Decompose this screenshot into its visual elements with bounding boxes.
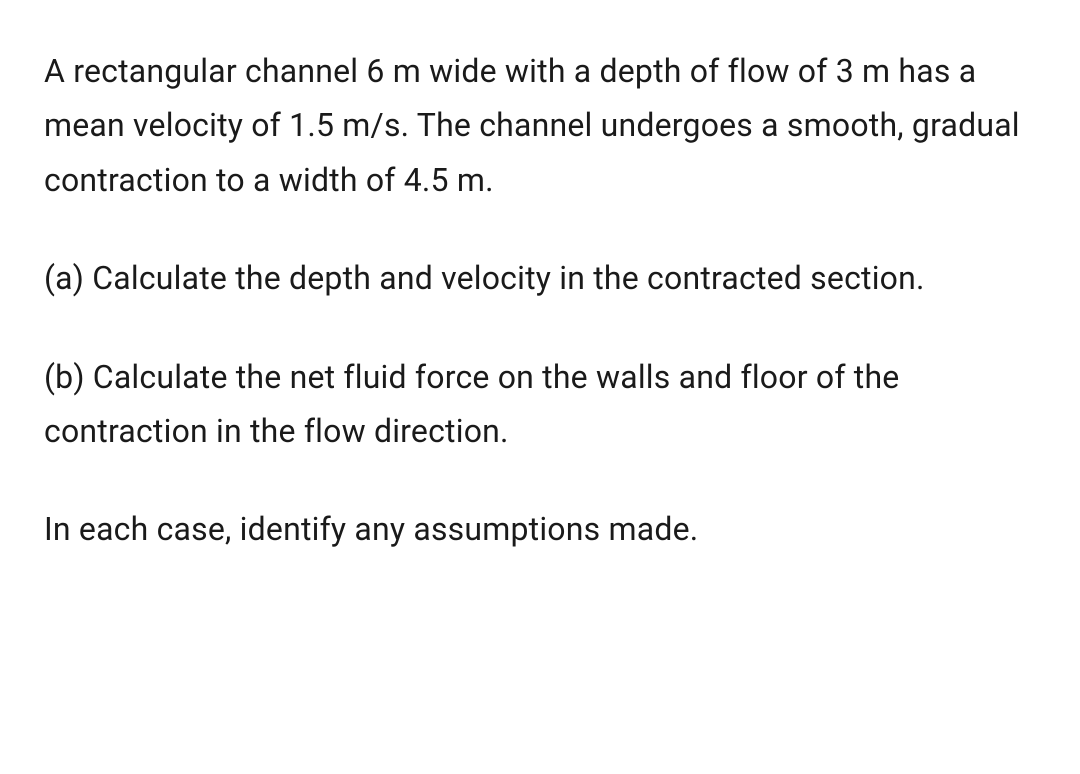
problem-intro: A rectangular channel 6 m wide with a de… <box>44 44 1036 207</box>
problem-text: A rectangular channel 6 m wide with a de… <box>0 0 1080 601</box>
problem-part-a: (a) Calculate the depth and velocity in … <box>44 251 1036 305</box>
problem-part-b: (b) Calculate the net fluid force on the… <box>44 350 1036 459</box>
problem-closing: In each case, identify any assumptions m… <box>44 502 1036 556</box>
